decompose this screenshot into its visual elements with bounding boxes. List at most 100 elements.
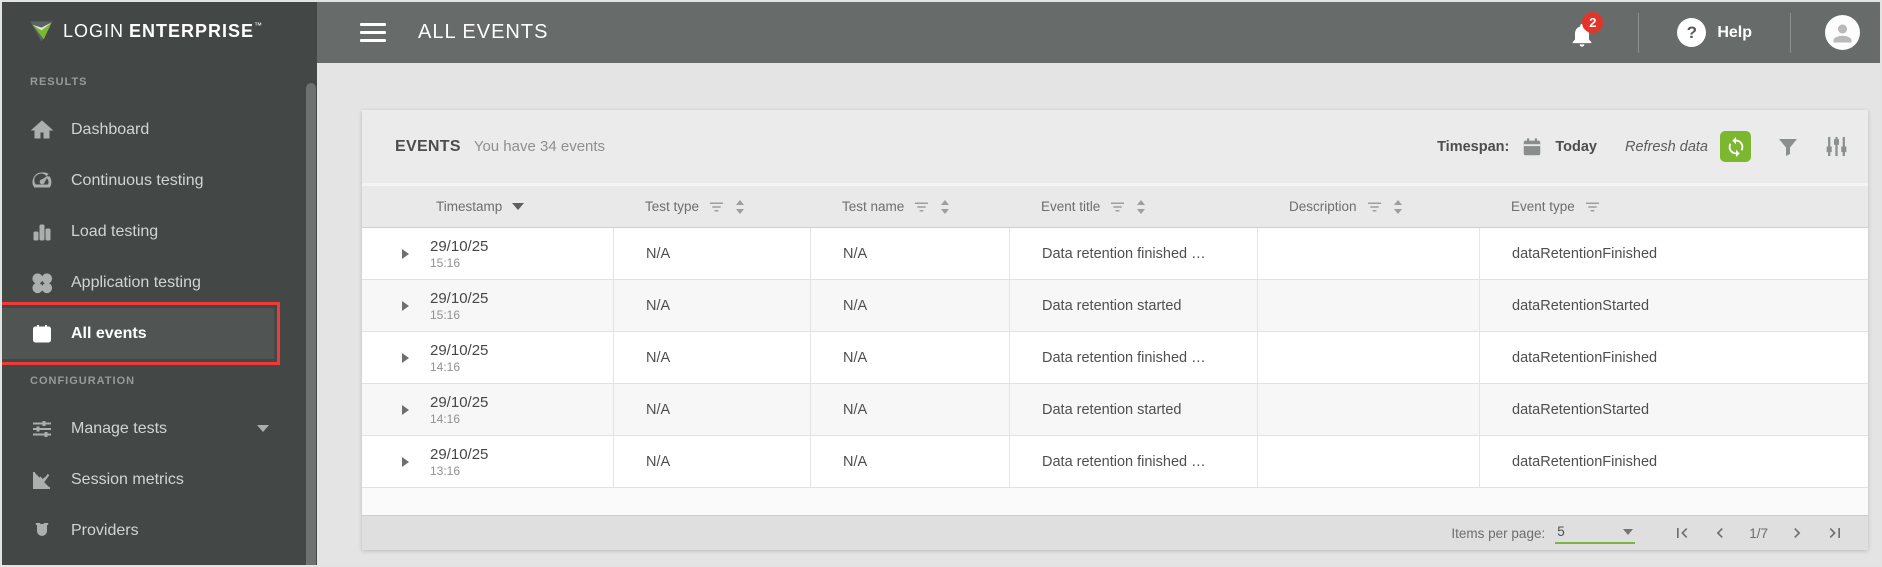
sort-icon[interactable] bbox=[1392, 199, 1404, 215]
vertical-sliders-icon[interactable] bbox=[1823, 133, 1850, 160]
timespan-value[interactable]: Today bbox=[1555, 138, 1597, 155]
sidebar: LOGIN ENTERPRISE™ RESULTS Dashboard Conti… bbox=[2, 2, 317, 565]
sidebar-item-label: Dashboard bbox=[71, 120, 150, 138]
expand-row-icon[interactable] bbox=[402, 456, 409, 467]
logo[interactable]: LOGIN ENTERPRISE™ bbox=[2, 2, 317, 60]
sidebar-item-load-testing[interactable]: Load testing bbox=[2, 206, 317, 257]
notifications-button[interactable]: 2 bbox=[1568, 11, 1604, 50]
sidebar-item-manage-tests[interactable]: Manage tests bbox=[2, 403, 317, 454]
panel-subtitle: You have 34 events bbox=[473, 138, 606, 155]
notification-badge: 2 bbox=[1582, 11, 1604, 33]
test-name-cell: N/A bbox=[810, 436, 1009, 487]
sort-icon[interactable] bbox=[734, 199, 746, 215]
test-type-cell: N/A bbox=[613, 436, 810, 487]
table-row[interactable]: 29/10/25 14:16 N/A N/A Data retention st… bbox=[362, 384, 1868, 436]
filter-icon[interactable] bbox=[1110, 201, 1125, 213]
column-label: Timestamp bbox=[436, 199, 503, 214]
last-page-icon bbox=[1829, 528, 1840, 538]
table-row[interactable]: 29/10/25 13:16 N/A N/A Data retention fi… bbox=[362, 436, 1868, 488]
logo-text: LOGIN ENTERPRISE™ bbox=[63, 21, 263, 42]
line-chart-icon bbox=[33, 471, 50, 489]
sidebar-section-results: RESULTS bbox=[30, 76, 88, 88]
logo-brand-second: ENTERPRISE bbox=[129, 20, 255, 41]
filter-icon[interactable] bbox=[709, 201, 724, 213]
column-header-event-type[interactable]: Event type bbox=[1479, 186, 1868, 227]
logo-brand-first: LOGIN bbox=[63, 20, 125, 41]
calendar-icon[interactable] bbox=[1521, 136, 1543, 158]
sidebar-item-providers[interactable]: Providers bbox=[2, 505, 317, 556]
timestamp-cell: 29/10/25 15:16 bbox=[362, 228, 613, 279]
topbar-actions: 2 ? Help bbox=[1568, 2, 1880, 63]
expand-row-icon[interactable] bbox=[402, 248, 409, 259]
row-date: 29/10/25 bbox=[430, 290, 489, 307]
sidebar-item-session-metrics[interactable]: Session metrics bbox=[2, 454, 317, 505]
gauge-icon bbox=[32, 171, 52, 187]
page-indicator: 1/7 bbox=[1749, 525, 1768, 541]
sidebar-scrollbar[interactable] bbox=[306, 83, 316, 565]
sidebar-item-continuous-testing[interactable]: Continuous testing bbox=[2, 155, 317, 206]
column-label: Event type bbox=[1511, 199, 1575, 214]
description-cell bbox=[1257, 228, 1479, 279]
column-header-description[interactable]: Description bbox=[1257, 186, 1479, 227]
row-time: 13:16 bbox=[430, 464, 461, 478]
user-avatar[interactable] bbox=[1825, 15, 1860, 50]
sidebar-item-all-events[interactable]: All events bbox=[2, 302, 280, 365]
funnel-icon[interactable] bbox=[1776, 135, 1800, 159]
sync-icon bbox=[1728, 136, 1743, 157]
filter-icon[interactable] bbox=[1585, 201, 1600, 213]
refresh-button[interactable] bbox=[1720, 131, 1751, 162]
table-empty-area bbox=[362, 488, 1868, 515]
table-row[interactable]: 29/10/25 14:16 N/A N/A Data retention fi… bbox=[362, 332, 1868, 384]
home-icon bbox=[30, 119, 54, 138]
test-name-cell: N/A bbox=[810, 280, 1009, 331]
sidebar-item-label: Session metrics bbox=[71, 470, 184, 488]
table-body: 29/10/25 15:16 N/A N/A Data retention fi… bbox=[362, 228, 1868, 488]
table-row[interactable]: 29/10/25 15:16 N/A N/A Data retention fi… bbox=[362, 228, 1868, 280]
sidebar-item-label: Application testing bbox=[71, 273, 201, 291]
filter-icon[interactable] bbox=[1367, 201, 1382, 213]
column-header-test-name[interactable]: Test name bbox=[810, 186, 1009, 227]
bar-chart-icon bbox=[33, 224, 51, 240]
sort-icon[interactable] bbox=[939, 199, 951, 215]
sidebar-item-dashboard[interactable]: Dashboard bbox=[2, 104, 317, 155]
test-type-cell: N/A bbox=[613, 280, 810, 331]
column-header-test-type[interactable]: Test type bbox=[613, 186, 810, 227]
sliders-icon bbox=[33, 420, 51, 437]
sidebar-item-label: Providers bbox=[71, 521, 139, 539]
filter-icon[interactable] bbox=[914, 201, 929, 213]
row-date: 29/10/25 bbox=[430, 394, 489, 411]
items-per-page-select[interactable]: 5 bbox=[1555, 522, 1636, 544]
row-date: 29/10/25 bbox=[430, 446, 489, 463]
topbar-divider bbox=[1638, 12, 1640, 53]
last-page-button[interactable] bbox=[1822, 520, 1848, 546]
table-header: Timestamp Test type Test name Event titl… bbox=[362, 183, 1868, 228]
test-type-cell: N/A bbox=[613, 228, 810, 279]
expand-row-icon[interactable] bbox=[402, 300, 409, 311]
test-type-cell: N/A bbox=[613, 384, 810, 435]
items-per-page-value: 5 bbox=[1557, 524, 1565, 539]
help-button[interactable]: ? Help bbox=[1677, 18, 1752, 47]
chevron-down-icon[interactable] bbox=[257, 425, 269, 432]
previous-page-button[interactable] bbox=[1707, 520, 1733, 546]
first-page-button[interactable] bbox=[1669, 520, 1695, 546]
row-time: 14:16 bbox=[430, 360, 461, 374]
sidebar-item-application-testing[interactable]: Application testing bbox=[2, 257, 317, 308]
next-page-button[interactable] bbox=[1784, 520, 1810, 546]
panel-toolbar: Timespan: Today Refresh data bbox=[1437, 131, 1852, 162]
sort-icon[interactable] bbox=[1135, 199, 1147, 215]
sidebar-item-label: All events bbox=[71, 324, 147, 342]
topbar-divider bbox=[1790, 12, 1791, 53]
hamburger-icon[interactable] bbox=[360, 18, 386, 47]
event-title-cell: Data retention started bbox=[1009, 384, 1257, 435]
column-header-timestamp[interactable]: Timestamp bbox=[362, 186, 613, 227]
timespan-label: Timespan: bbox=[1437, 138, 1510, 155]
sidebar-item-label: Continuous testing bbox=[71, 171, 204, 189]
event-title-cell: Data retention finished … bbox=[1009, 436, 1257, 487]
expand-row-icon[interactable] bbox=[402, 352, 409, 363]
description-cell bbox=[1257, 280, 1479, 331]
column-header-event-title[interactable]: Event title bbox=[1009, 186, 1257, 227]
table-row[interactable]: 29/10/25 15:16 N/A N/A Data retention st… bbox=[362, 280, 1868, 332]
row-date: 29/10/25 bbox=[430, 238, 489, 255]
help-label: Help bbox=[1717, 23, 1752, 41]
expand-row-icon[interactable] bbox=[402, 404, 409, 415]
